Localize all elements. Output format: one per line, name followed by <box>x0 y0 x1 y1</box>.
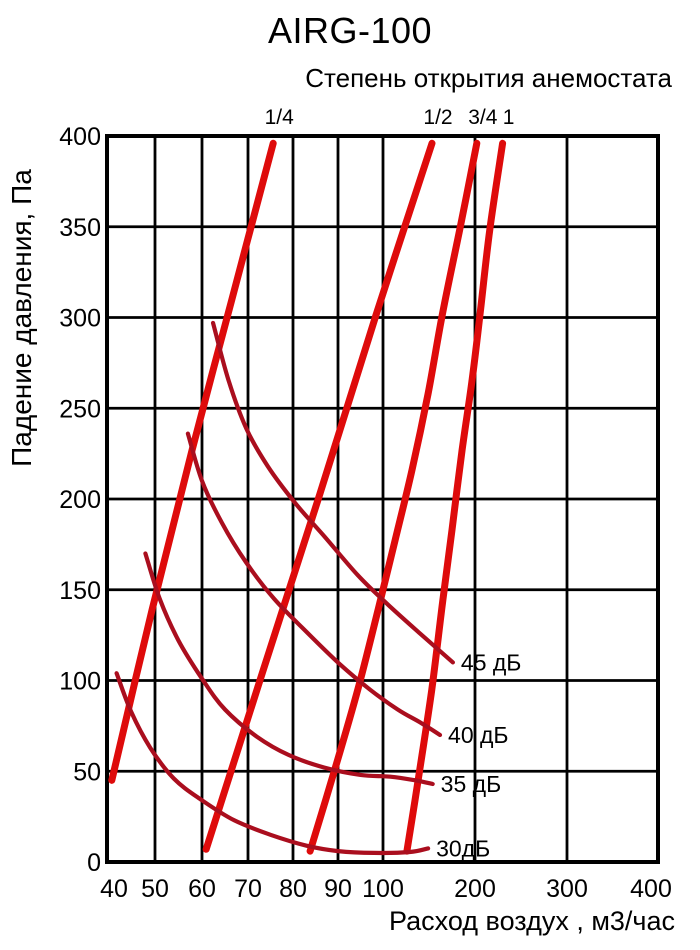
opening-label-open-1: 1 <box>503 106 515 129</box>
y-tick-label-200: 200 <box>59 486 101 514</box>
plot-border <box>105 134 660 864</box>
x-tick-label-60: 60 <box>188 875 216 903</box>
chart-title: AIRG-100 <box>267 10 433 51</box>
noise-label-noise-30: 30дБ <box>436 835 490 861</box>
x-tick-label-90: 90 <box>324 875 352 903</box>
y-tick-label-300: 300 <box>59 305 101 333</box>
y-tick-label-100: 100 <box>59 668 101 696</box>
y-tick-label-350: 350 <box>59 214 101 242</box>
opening-label-open-1-2: 1/2 <box>423 106 452 129</box>
x-tick-label-100: 100 <box>362 875 404 903</box>
y-tick-label-50: 50 <box>73 758 101 786</box>
chart-subtitle: Степень открытия анемостата <box>305 63 672 93</box>
y-tick-label-150: 150 <box>59 577 101 605</box>
y-tick-label-250: 250 <box>59 395 101 423</box>
noise-label-noise-40: 40 дБ <box>448 722 509 748</box>
series-noise-35 <box>143 551 435 787</box>
x-tick-label-70: 70 <box>234 875 262 903</box>
x-tick-label-80: 80 <box>279 875 307 903</box>
series-open-1-2 <box>202 139 436 853</box>
series-open-1 <box>403 139 507 855</box>
opening-label-open-3-4: 3/4 <box>468 106 498 129</box>
x-tick-label-40: 40 <box>100 875 128 903</box>
series-noise-45 <box>210 320 455 665</box>
x-tick-label-50: 50 <box>141 875 169 903</box>
series-open-3-4 <box>306 139 481 855</box>
y-tick-label-400: 400 <box>59 123 101 151</box>
x-axis-title: Расход воздух , м3/час <box>389 906 675 936</box>
noise-label-noise-35: 35 дБ <box>441 771 502 797</box>
series-noise-30 <box>114 671 431 856</box>
noise-label-noise-45: 45 дБ <box>461 649 522 675</box>
opening-label-open-1-4: 1/4 <box>265 106 295 129</box>
series-noise-40 <box>185 431 443 738</box>
y-tick-label-0: 0 <box>87 849 101 877</box>
x-tick-label-300: 300 <box>546 875 588 903</box>
x-tick-label-200: 200 <box>454 875 496 903</box>
x-tick-label-400: 400 <box>630 875 672 903</box>
